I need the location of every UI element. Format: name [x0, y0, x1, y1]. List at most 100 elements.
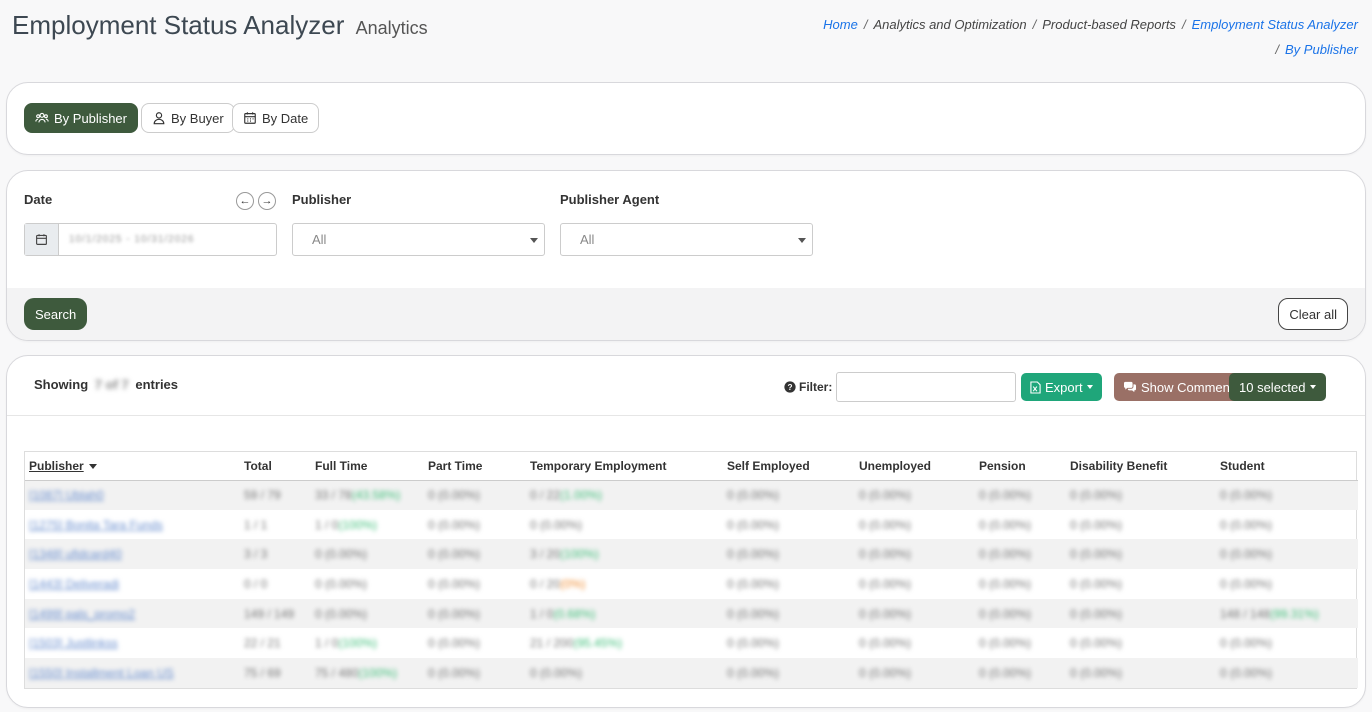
- date-prev-button[interactable]: ←: [236, 192, 254, 210]
- tab-by-publisher[interactable]: By Publisher: [24, 103, 138, 133]
- cell-unemployed: 0 (0.00%): [859, 636, 912, 651]
- users-icon: [35, 112, 49, 123]
- cell-full-time: 0 (0.00%): [311, 539, 424, 570]
- breadcrumb-separator: /: [863, 17, 868, 32]
- cell-part-time: 0 (0.00%): [424, 480, 526, 510]
- breadcrumb-separator: /: [1181, 17, 1186, 32]
- column-header-disability-benefit[interactable]: Disability Benefit: [1066, 452, 1216, 481]
- cell-part-time: 0 (0.00%): [424, 598, 526, 629]
- cell-pension: 0 (0.00%): [979, 517, 1032, 532]
- column-header-full-time[interactable]: Full Time: [311, 452, 424, 481]
- cell-total: 22 / 21: [244, 636, 281, 651]
- cell-student: 0 (0.00%): [1220, 576, 1273, 591]
- tab-by-buyer[interactable]: By Buyer: [141, 103, 235, 133]
- column-header-temporary-employment[interactable]: Temporary Employment: [526, 452, 723, 481]
- cell-full-time: 0 (0.00%): [315, 576, 368, 591]
- filter-input[interactable]: [836, 372, 1016, 402]
- comments-icon: [1124, 381, 1136, 393]
- cell-disability: 0 (0.00%): [1066, 658, 1216, 688]
- entries-info-suffix: entries: [135, 377, 179, 392]
- clear-all-button[interactable]: Clear all: [1278, 298, 1348, 330]
- columns-selected-label: 10 selected: [1239, 379, 1306, 395]
- cell-temporary: 0 / 20(0%): [530, 576, 586, 591]
- sort-desc-icon: [88, 464, 97, 470]
- cell-publisher[interactable]: [1443] Deliveradi: [29, 576, 120, 591]
- cell-full-time: 33 / 78(43.58%): [311, 480, 424, 510]
- cell-part-time: 0 (0.00%): [428, 517, 481, 532]
- column-header-pension[interactable]: Pension: [975, 452, 1066, 481]
- cell-self-employed: 0 (0.00%): [723, 539, 855, 570]
- cell-pension: 0 (0.00%): [975, 598, 1066, 629]
- breadcrumb-current[interactable]: By Publisher: [1285, 42, 1358, 57]
- page-title: Employment Status Analyzer Analytics: [12, 10, 428, 41]
- cell-publisher[interactable]: [1499] pals_promo2: [25, 598, 240, 629]
- cell-total: 3 / 3: [240, 539, 311, 570]
- publisher-select[interactable]: All: [292, 223, 545, 256]
- cell-self-employed: 0 (0.00%): [723, 598, 855, 629]
- cell-full-time: 75 / 480(100%): [311, 658, 424, 688]
- cell-student: 148 / 148(99.31%): [1216, 598, 1358, 629]
- cell-self-employed: 0 (0.00%): [727, 636, 780, 651]
- cell-publisher[interactable]: [1550] Installment Loan US: [25, 658, 240, 688]
- publisher-label: Publisher: [292, 192, 352, 207]
- cell-full-time: 1 / 0(100%): [315, 517, 378, 532]
- filter-label-text: Filter:: [799, 380, 833, 394]
- cell-self-employed: 0 (0.00%): [727, 576, 780, 591]
- breadcrumb-separator: /: [1032, 17, 1037, 32]
- cell-pension: 0 (0.00%): [979, 636, 1032, 651]
- cell-publisher[interactable]: [1503] Justlinkss: [29, 636, 118, 651]
- cell-unemployed: 0 (0.00%): [855, 480, 975, 510]
- toolbar-divider: [7, 415, 1365, 416]
- cell-temporary: 1 / 0(0.68%): [526, 598, 723, 629]
- breadcrumb-home[interactable]: Home: [823, 17, 858, 32]
- column-header-unemployed[interactable]: Unemployed: [855, 452, 975, 481]
- cell-total: 149 / 149: [240, 598, 311, 629]
- cell-pension: 0 (0.00%): [975, 658, 1066, 688]
- tab-by-date[interactable]: By Date: [232, 103, 320, 133]
- cell-disability: 0 (0.00%): [1070, 576, 1123, 591]
- cell-publisher[interactable]: [1087] Ublah0: [25, 480, 240, 510]
- cell-total: 1 / 1: [244, 517, 268, 532]
- column-header-student[interactable]: Student: [1216, 452, 1358, 481]
- page-title-text: Employment Status Analyzer: [12, 10, 345, 40]
- cell-student: 0 (0.00%): [1216, 658, 1358, 688]
- table-row: [1443] Deliveradi 0 / 0 0 (0.00%) 0 (0.0…: [25, 569, 1358, 599]
- breadcrumb-analyzer[interactable]: Employment Status Analyzer: [1191, 17, 1358, 32]
- svg-text:?: ?: [787, 383, 792, 392]
- publisher-agent-select[interactable]: All: [560, 223, 813, 256]
- chevron-down-icon: [1086, 385, 1093, 389]
- date-range-value[interactable]: 10/1/2025 - 10/31/2026: [69, 234, 195, 245]
- export-button-label: Export: [1045, 379, 1083, 395]
- show-comments-button[interactable]: Show Comments: [1114, 373, 1249, 401]
- show-comments-label: Show Comments: [1141, 379, 1240, 395]
- entries-info-count: 7 of 7: [94, 377, 129, 392]
- results-table-container: Publisher Total Full Time Part Time Temp…: [24, 451, 1358, 689]
- breadcrumb: Home / Analytics and Optimization / Product-…: [798, 12, 1358, 62]
- table-row: [1499] pals_promo2 149 / 149 0 (0.00%) 0…: [25, 598, 1358, 629]
- cell-disability: 0 (0.00%): [1066, 480, 1216, 510]
- cell-publisher[interactable]: [1348] ufidcard40: [25, 539, 240, 570]
- results-table: Publisher Total Full Time Part Time Temp…: [25, 452, 1358, 688]
- cell-unemployed: 0 (0.00%): [855, 539, 975, 570]
- cell-self-employed: 0 (0.00%): [727, 517, 780, 532]
- column-header-self-employed[interactable]: Self Employed: [723, 452, 855, 481]
- export-button[interactable]: Export: [1021, 373, 1102, 401]
- date-range-field[interactable]: 10/1/2025 - 10/31/2026: [24, 223, 277, 256]
- breadcrumb-separator: /: [1275, 42, 1280, 57]
- cell-student: 0 (0.00%): [1216, 480, 1358, 510]
- cell-publisher[interactable]: [1275] Bonita Tara Funds: [29, 517, 163, 532]
- search-button[interactable]: Search: [24, 298, 88, 330]
- table-row: [1275] Bonita Tara Funds 1 / 1 1 / 0(100…: [25, 510, 1358, 540]
- column-header-publisher[interactable]: Publisher: [25, 452, 240, 481]
- results-panel: Showing 7 of 7 entries ? Filter: Export …: [6, 355, 1366, 708]
- column-header-part-time[interactable]: Part Time: [424, 452, 526, 481]
- columns-selected-dropdown[interactable]: 10 selected: [1229, 373, 1326, 401]
- date-next-button[interactable]: →: [258, 192, 276, 210]
- cell-unemployed: 0 (0.00%): [859, 576, 912, 591]
- cell-part-time: 0 (0.00%): [428, 636, 481, 651]
- column-header-label: Publisher: [29, 458, 84, 473]
- column-header-total[interactable]: Total: [240, 452, 311, 481]
- entries-info: Showing 7 of 7 entries: [34, 377, 178, 392]
- cell-student: 0 (0.00%): [1220, 636, 1273, 651]
- cell-temporary: 0 (0.00%): [530, 517, 583, 532]
